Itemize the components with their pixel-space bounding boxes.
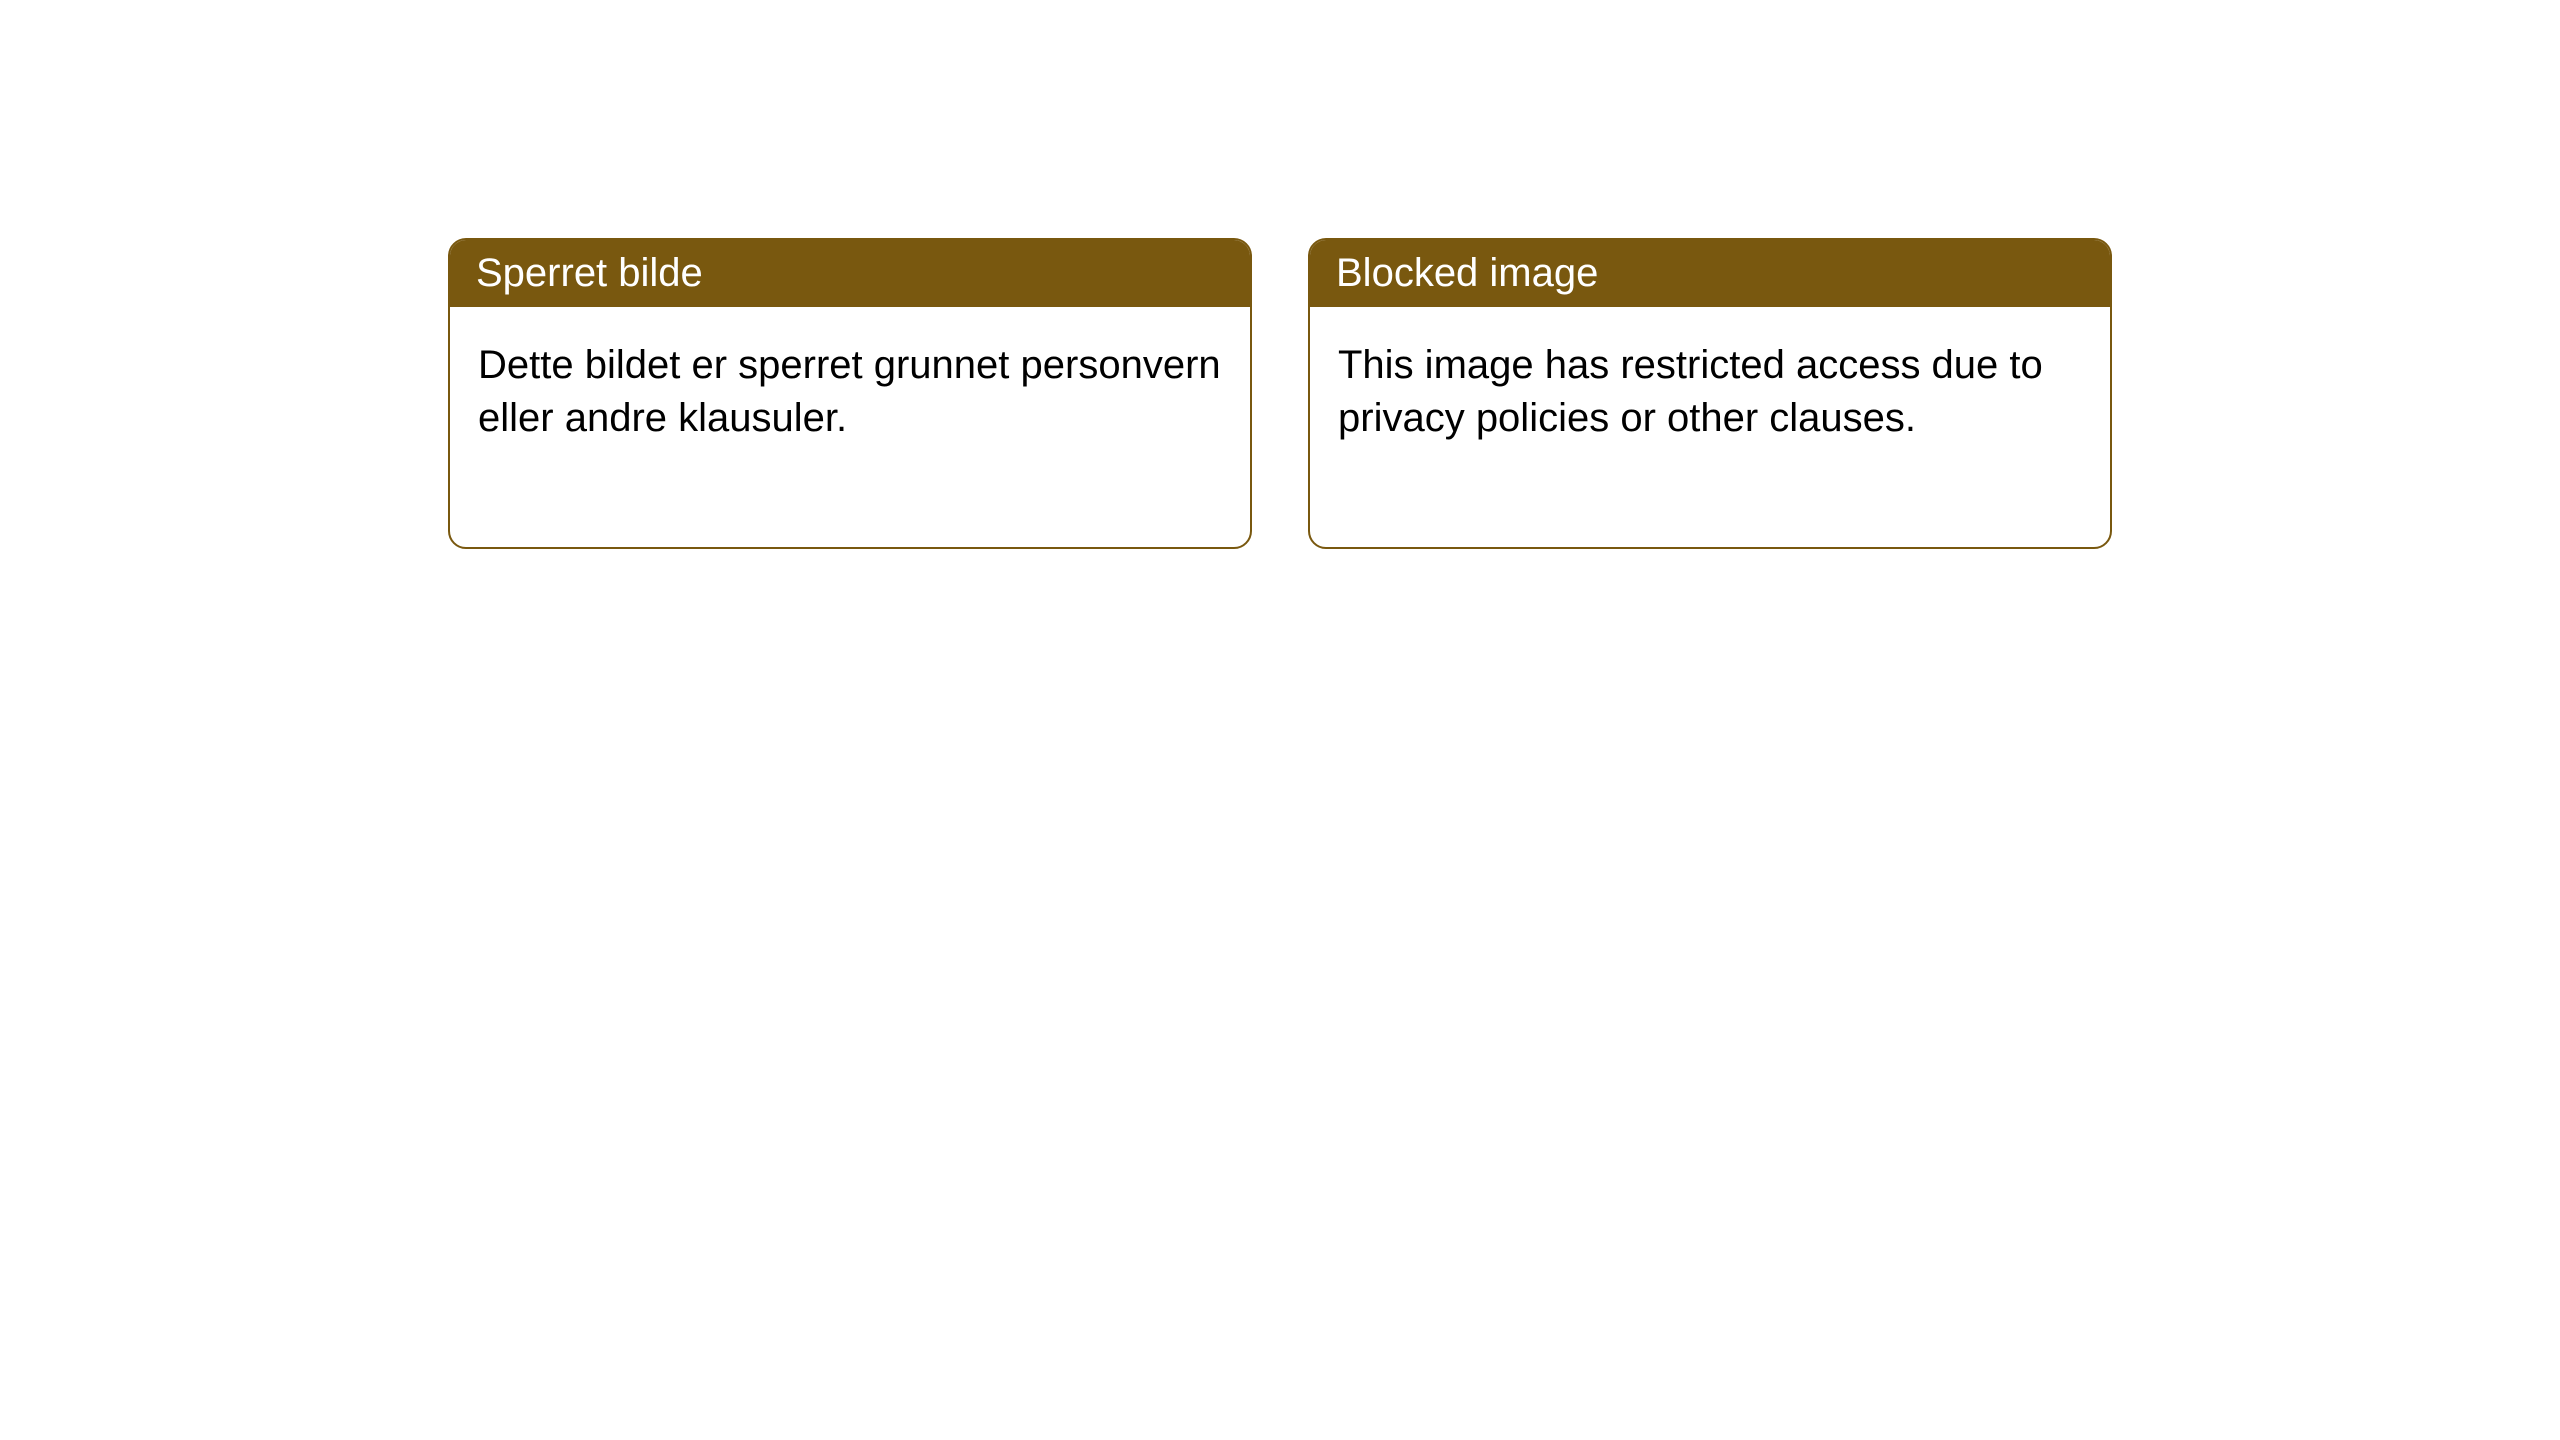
- card-body-english: This image has restricted access due to …: [1310, 307, 2110, 547]
- blocked-image-card-norwegian: Sperret bilde Dette bildet er sperret gr…: [448, 238, 1252, 549]
- card-header-english: Blocked image: [1310, 240, 2110, 307]
- blocked-image-card-english: Blocked image This image has restricted …: [1308, 238, 2112, 549]
- card-header-norwegian: Sperret bilde: [450, 240, 1250, 307]
- card-body-norwegian: Dette bildet er sperret grunnet personve…: [450, 307, 1250, 547]
- notice-container: Sperret bilde Dette bildet er sperret gr…: [0, 0, 2560, 549]
